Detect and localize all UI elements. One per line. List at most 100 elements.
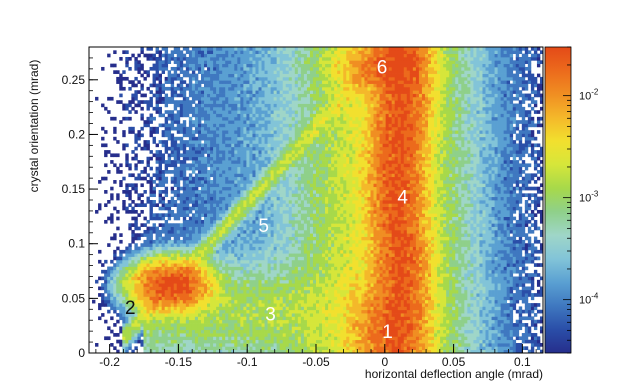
heatmap-cell bbox=[219, 259, 223, 264]
heatmap-cell bbox=[437, 289, 441, 294]
heatmap-cell bbox=[349, 333, 353, 337]
heatmap-cell bbox=[297, 236, 302, 241]
heatmap-cell bbox=[506, 263, 511, 267]
heatmap-cell bbox=[261, 303, 265, 307]
heatmap-cell bbox=[497, 349, 501, 353]
heatmap-cell bbox=[421, 243, 426, 247]
heatmap-cell bbox=[309, 259, 314, 264]
heatmap-cell bbox=[431, 319, 435, 324]
heatmap-cell bbox=[322, 279, 326, 284]
heatmap-cell bbox=[373, 296, 377, 301]
heatmap-cell bbox=[137, 313, 141, 317]
heatmap-cell bbox=[473, 249, 477, 254]
heatmap-cell bbox=[406, 289, 411, 294]
heatmap-cell bbox=[382, 343, 386, 347]
heatmap-cell bbox=[355, 309, 359, 314]
heatmap-cell bbox=[255, 306, 259, 311]
heatmap-cell bbox=[521, 289, 526, 294]
heatmap-cell bbox=[167, 333, 172, 337]
heatmap-cell bbox=[237, 303, 241, 307]
heatmap-cell bbox=[252, 243, 256, 247]
heatmap-cell bbox=[409, 306, 414, 311]
heatmap-cell bbox=[512, 259, 517, 264]
heatmap-cell bbox=[334, 279, 338, 284]
heatmap-cell bbox=[397, 336, 402, 341]
heatmap-cell bbox=[482, 256, 486, 261]
heatmap-cell bbox=[322, 339, 326, 344]
heatmap-cell bbox=[164, 279, 169, 284]
heatmap-cell bbox=[376, 283, 380, 287]
heatmap-cell bbox=[164, 256, 169, 261]
heatmap-cell bbox=[503, 326, 508, 331]
heatmap-cell bbox=[521, 286, 526, 291]
heatmap-cell bbox=[518, 323, 523, 327]
heatmap-cell bbox=[370, 256, 374, 261]
heatmap-cell bbox=[331, 329, 335, 334]
heatmap-cell bbox=[491, 289, 495, 294]
heatmap-cell bbox=[294, 286, 299, 291]
heatmap-cell bbox=[219, 313, 223, 317]
heatmap-cell bbox=[158, 256, 162, 261]
heatmap-cell bbox=[282, 339, 287, 344]
heatmap-cell bbox=[158, 333, 162, 337]
heatmap-cell bbox=[300, 333, 305, 337]
heatmap-cell bbox=[455, 279, 459, 284]
heatmap-cell bbox=[152, 239, 156, 244]
heatmap-cell bbox=[276, 319, 281, 324]
heatmap-cell bbox=[424, 283, 429, 287]
heatmap-cell bbox=[176, 273, 181, 277]
heatmap-cell bbox=[276, 273, 281, 277]
heatmap-cell bbox=[131, 289, 135, 294]
heatmap-cell bbox=[207, 283, 211, 287]
heatmap-cell bbox=[170, 229, 175, 234]
heatmap-cell bbox=[434, 339, 438, 344]
heatmap-cell bbox=[216, 319, 220, 324]
heatmap-cell bbox=[461, 296, 465, 301]
heatmap-cell bbox=[134, 236, 138, 241]
heatmap-cell bbox=[194, 279, 199, 284]
heatmap-cell bbox=[131, 323, 135, 327]
heatmap-cell bbox=[394, 239, 399, 244]
heatmap-cell bbox=[343, 236, 347, 241]
heatmap-cell bbox=[527, 306, 532, 311]
heatmap-cell bbox=[276, 349, 281, 353]
heatmap-cell bbox=[521, 336, 526, 341]
heatmap-cell bbox=[98, 249, 102, 254]
heatmap-cell bbox=[309, 273, 314, 277]
heatmap-cell bbox=[143, 329, 147, 334]
heatmap-cell bbox=[258, 283, 262, 287]
heatmap-cell bbox=[325, 333, 329, 337]
heatmap-cell bbox=[306, 239, 311, 244]
heatmap-cell bbox=[394, 333, 399, 337]
heatmap-cell bbox=[337, 236, 341, 241]
heatmap-cell bbox=[306, 319, 311, 324]
heatmap-cell bbox=[104, 283, 108, 287]
heatmap-cell bbox=[191, 309, 196, 314]
heatmap-cell bbox=[494, 296, 498, 301]
heatmap-cell bbox=[524, 256, 529, 261]
heatmap-cell bbox=[518, 283, 523, 287]
heatmap-cell bbox=[185, 349, 190, 353]
heatmap-cell bbox=[515, 309, 520, 314]
heatmap-cell bbox=[216, 323, 220, 327]
heatmap-cell bbox=[303, 289, 308, 294]
heatmap-cell bbox=[382, 236, 386, 241]
heatmap-cell bbox=[152, 313, 156, 317]
heatmap-cell bbox=[137, 333, 141, 337]
heatmap-cell bbox=[361, 329, 365, 334]
heatmap-cell bbox=[464, 349, 468, 353]
heatmap-cell bbox=[252, 349, 256, 353]
heatmap-cell bbox=[524, 273, 529, 277]
heatmap-cell bbox=[216, 306, 220, 311]
heatmap-cell bbox=[243, 296, 247, 301]
heatmap-cell bbox=[524, 303, 529, 307]
heatmap-cell bbox=[446, 303, 450, 307]
heatmap-cell bbox=[449, 303, 453, 307]
heatmap-cell bbox=[297, 313, 302, 317]
heatmap-cell bbox=[300, 243, 305, 247]
heatmap-cell bbox=[361, 259, 365, 264]
heatmap-cell bbox=[364, 333, 368, 337]
heatmap-cell bbox=[503, 346, 508, 351]
heatmap-cell bbox=[285, 273, 290, 277]
heatmap-cell bbox=[337, 336, 341, 341]
